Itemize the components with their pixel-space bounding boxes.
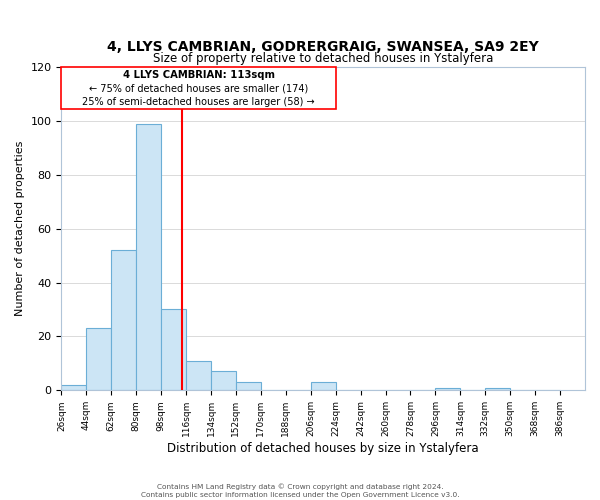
Bar [485, 388, 510, 390]
Bar [211, 372, 236, 390]
Text: Contains HM Land Registry data © Crown copyright and database right 2024.
Contai: Contains HM Land Registry data © Crown c… [140, 484, 460, 498]
Bar [186, 360, 211, 390]
Bar [61, 385, 86, 390]
Text: ← 75% of detached houses are smaller (174): ← 75% of detached houses are smaller (17… [89, 84, 308, 94]
Bar [436, 388, 460, 390]
Bar [311, 382, 335, 390]
Bar [111, 250, 136, 390]
X-axis label: Distribution of detached houses by size in Ystalyfera: Distribution of detached houses by size … [167, 442, 479, 455]
FancyBboxPatch shape [61, 67, 335, 108]
Y-axis label: Number of detached properties: Number of detached properties [15, 141, 25, 316]
Text: Size of property relative to detached houses in Ystalyfera: Size of property relative to detached ho… [153, 52, 493, 66]
Bar [161, 310, 186, 390]
Bar [86, 328, 111, 390]
Bar [136, 124, 161, 390]
Bar [236, 382, 261, 390]
Text: 25% of semi-detached houses are larger (58) →: 25% of semi-detached houses are larger (… [82, 98, 315, 108]
Text: 4 LLYS CAMBRIAN: 113sqm: 4 LLYS CAMBRIAN: 113sqm [122, 70, 275, 80]
Text: 4, LLYS CAMBRIAN, GODRERGRAIG, SWANSEA, SA9 2EY: 4, LLYS CAMBRIAN, GODRERGRAIG, SWANSEA, … [107, 40, 539, 54]
